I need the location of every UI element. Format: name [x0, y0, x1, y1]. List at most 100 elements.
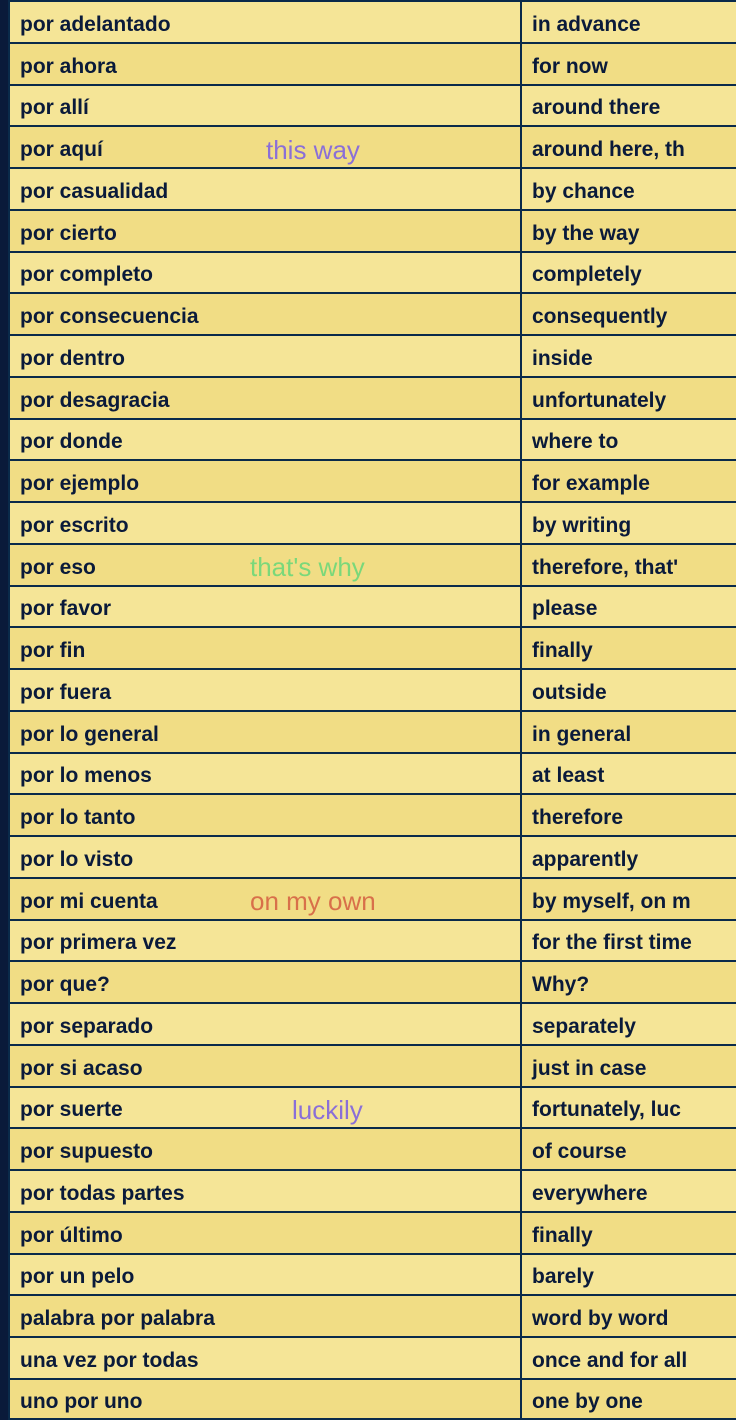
- spanish-cell: por ejemplo: [8, 459, 520, 501]
- spanish-cell: por lo general: [8, 710, 520, 752]
- spanish-cell: palabra por palabra: [8, 1294, 520, 1336]
- english-term: at least: [532, 764, 604, 788]
- table-row: por aquíthis wayaround here, th: [8, 125, 736, 167]
- english-cell: barely: [520, 1253, 736, 1295]
- spanish-cell: por desagracia: [8, 376, 520, 418]
- english-cell: word by word: [520, 1294, 736, 1336]
- spanish-term: palabra por palabra: [20, 1307, 215, 1331]
- vocab-table: por adelantadoin advancepor ahora for now…: [0, 0, 736, 1420]
- english-term: once and for all: [532, 1349, 687, 1373]
- spanish-cell: por casualidad: [8, 167, 520, 209]
- table-row: por ahora for now: [8, 42, 736, 84]
- english-cell: consequently: [520, 292, 736, 334]
- english-cell: fortunately, luc: [520, 1086, 736, 1128]
- spanish-term: por escrito: [20, 514, 129, 538]
- annotation-text: on my own: [250, 886, 376, 917]
- table-row: por cierto by the way: [8, 209, 736, 251]
- spanish-term: por allí: [20, 96, 89, 120]
- english-cell: please: [520, 585, 736, 627]
- table-row: uno por uno one by one: [8, 1378, 736, 1420]
- spanish-cell: por lo visto: [8, 835, 520, 877]
- english-term: around there: [532, 96, 660, 120]
- spanish-cell: por lo tanto: [8, 793, 520, 835]
- spanish-term: por lo menos: [20, 764, 152, 788]
- spanish-term: uno por uno: [20, 1390, 142, 1414]
- spanish-cell: por allí: [8, 84, 520, 126]
- table-row: por adelantadoin advance: [8, 0, 736, 42]
- english-term: finally: [532, 639, 593, 663]
- spanish-term: por eso: [20, 556, 96, 580]
- english-term: please: [532, 597, 597, 621]
- table-row: por primera vez for the first time: [8, 919, 736, 961]
- english-cell: one by one: [520, 1378, 736, 1420]
- table-row: por mi cuentaon my ownby myself, on m: [8, 877, 736, 919]
- annotation-text: that's why: [250, 552, 365, 583]
- spanish-cell: por fuera: [8, 668, 520, 710]
- english-cell: separately: [520, 1002, 736, 1044]
- spanish-term: por lo visto: [20, 848, 133, 872]
- table-row: por eso that's why therefore, that': [8, 543, 736, 585]
- spanish-term: por si acaso: [20, 1057, 143, 1081]
- spanish-term: por supuesto: [20, 1140, 153, 1164]
- spanish-cell: por eso that's why: [8, 543, 520, 585]
- spanish-term: por cierto: [20, 222, 117, 246]
- english-term: by the way: [532, 222, 639, 246]
- spanish-term: por primera vez: [20, 931, 176, 955]
- table-row: por dentroinside: [8, 334, 736, 376]
- english-term: apparently: [532, 848, 638, 872]
- spanish-cell: una vez por todas: [8, 1336, 520, 1378]
- table-row: una vez por todas once and for all: [8, 1336, 736, 1378]
- english-term: by chance: [532, 180, 635, 204]
- english-cell: inside: [520, 334, 736, 376]
- english-cell: just in case: [520, 1044, 736, 1086]
- spanish-cell: por suerteluckily: [8, 1086, 520, 1128]
- english-cell: of course: [520, 1127, 736, 1169]
- table-row: por supuesto of course: [8, 1127, 736, 1169]
- table-row: por favor please: [8, 585, 736, 627]
- spanish-cell: por separado: [8, 1002, 520, 1044]
- table-row: por dondewhere to: [8, 418, 736, 460]
- english-cell: therefore, that': [520, 543, 736, 585]
- spanish-term: una vez por todas: [20, 1349, 199, 1373]
- spanish-term: por desagracia: [20, 389, 169, 413]
- english-term: therefore, that': [532, 556, 678, 580]
- spanish-term: por completo: [20, 263, 153, 287]
- table-row: por lo visto apparently: [8, 835, 736, 877]
- english-term: in general: [532, 723, 631, 747]
- english-cell: by writing: [520, 501, 736, 543]
- english-term: unfortunately: [532, 389, 666, 413]
- table-row: por que?Why?: [8, 960, 736, 1002]
- english-term: barely: [532, 1265, 594, 1289]
- spanish-term: por lo tanto: [20, 806, 135, 830]
- english-cell: completely: [520, 251, 736, 293]
- english-term: finally: [532, 1224, 593, 1248]
- spanish-term: por lo general: [20, 723, 159, 747]
- english-cell: finally: [520, 626, 736, 668]
- spanish-cell: por supuesto: [8, 1127, 520, 1169]
- english-cell: outside: [520, 668, 736, 710]
- spanish-term: por consecuencia: [20, 305, 199, 329]
- spanish-cell: por lo menos: [8, 752, 520, 794]
- spanish-cell: por adelantado: [8, 0, 520, 42]
- spanish-term: por suerte: [20, 1098, 123, 1122]
- english-cell: therefore: [520, 793, 736, 835]
- english-cell: around there: [520, 84, 736, 126]
- spanish-cell: por si acaso: [8, 1044, 520, 1086]
- english-term: fortunately, luc: [532, 1098, 681, 1122]
- spanish-term: por que?: [20, 973, 110, 997]
- english-cell: by the way: [520, 209, 736, 251]
- table-row: por completo completely: [8, 251, 736, 293]
- table-row: por lo general in general: [8, 710, 736, 752]
- table-row: por consecuencia consequently: [8, 292, 736, 334]
- english-term: for the first time: [532, 931, 692, 955]
- table-row: por lo tanto therefore: [8, 793, 736, 835]
- spanish-cell: por ahora: [8, 42, 520, 84]
- table-row: por últimofinally: [8, 1211, 736, 1253]
- english-term: for now: [532, 55, 608, 79]
- english-term: consequently: [532, 305, 667, 329]
- english-cell: in advance: [520, 0, 736, 42]
- spanish-cell: por favor: [8, 585, 520, 627]
- english-term: for example: [532, 472, 650, 496]
- spanish-term: por mi cuenta: [20, 890, 158, 914]
- english-cell: by chance: [520, 167, 736, 209]
